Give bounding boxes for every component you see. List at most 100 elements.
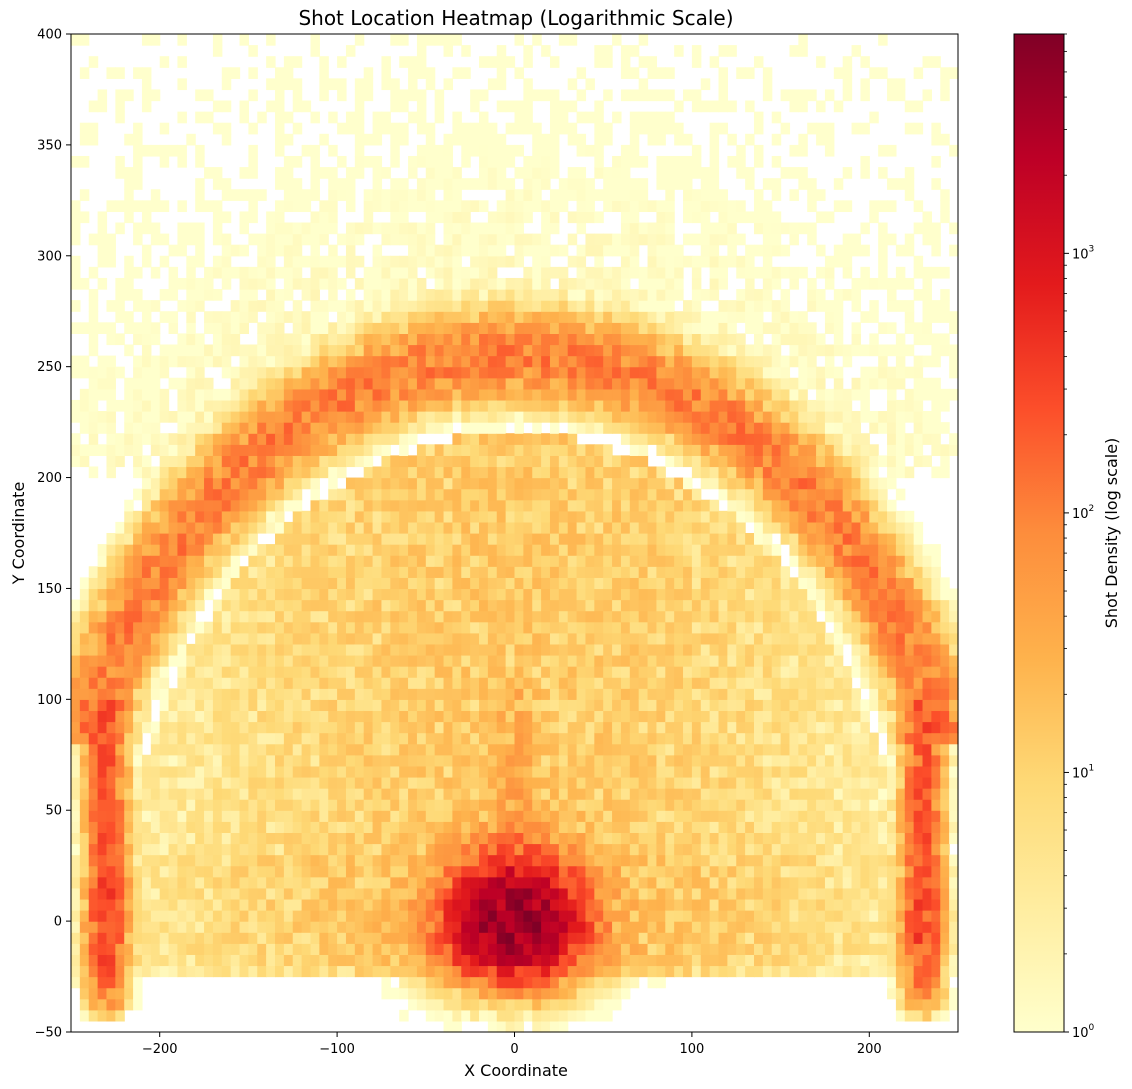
heatmap-cell [567, 544, 578, 556]
heatmap-cell [106, 433, 116, 445]
heatmap-cell [612, 865, 622, 878]
heatmap-cell [283, 289, 294, 301]
heatmap-cell [487, 832, 498, 845]
heatmap-cell [594, 832, 604, 845]
heatmap-cell [319, 887, 329, 900]
heatmap-cell [275, 898, 285, 911]
heatmap-cell [221, 788, 232, 800]
heatmap-cell [541, 710, 551, 723]
heatmap-cell [612, 300, 622, 312]
heatmap-cell [248, 366, 258, 379]
heatmap-cell [239, 865, 249, 878]
heatmap-cell [541, 266, 551, 279]
heatmap-cell [514, 921, 524, 933]
heatmap-cell [239, 355, 249, 368]
heatmap-cell [452, 1009, 462, 1022]
heatmap-cell [141, 422, 152, 434]
heatmap-cell [275, 300, 285, 312]
heatmap-cell [186, 943, 196, 955]
heatmap-cell [292, 876, 303, 889]
heatmap-cell [79, 632, 90, 645]
heatmap-cell [567, 78, 578, 91]
heatmap-cell [443, 388, 454, 401]
heatmap-cell [656, 122, 666, 135]
heatmap-cell [434, 788, 445, 800]
heatmap-cell [620, 244, 631, 257]
heatmap-cell [319, 211, 329, 224]
heatmap-cell [363, 876, 374, 889]
heatmap-cell [638, 422, 649, 434]
heatmap-cell [319, 654, 329, 667]
heatmap-cell [319, 810, 329, 822]
heatmap-cell [141, 688, 152, 700]
heatmap-cell [328, 433, 338, 445]
heatmap-cell [496, 300, 507, 312]
heatmap-cell [115, 289, 125, 301]
heatmap-cell [408, 255, 418, 268]
heatmap-cell [603, 910, 613, 922]
heatmap-cell [124, 754, 134, 767]
heatmap-cell [337, 810, 347, 822]
heatmap-cell [372, 843, 383, 856]
heatmap-cell [612, 167, 622, 179]
heatmap-cell [452, 133, 462, 146]
heatmap-cell [301, 865, 312, 878]
heatmap-cell [408, 566, 418, 578]
heatmap-cell [567, 743, 578, 756]
heatmap-cell [310, 566, 320, 578]
heatmap-cell [656, 932, 666, 944]
heatmap-cell [71, 965, 81, 978]
heatmap-cell [541, 921, 551, 933]
heatmap-cell [248, 799, 258, 811]
heatmap-cell [195, 189, 205, 201]
heatmap-cell [337, 189, 347, 201]
heatmap-cell [328, 788, 338, 800]
heatmap-cell [487, 965, 498, 978]
heatmap-cell [452, 311, 462, 323]
heatmap-cell [638, 821, 649, 833]
heatmap-cell [275, 244, 285, 257]
heatmap-cell [567, 189, 578, 201]
heatmap-cell [292, 200, 303, 213]
heatmap-cell [372, 377, 383, 390]
heatmap-cell [647, 477, 658, 490]
heatmap-cell [638, 577, 649, 590]
heatmap-cell [159, 366, 170, 379]
heatmap-cell [452, 488, 462, 501]
heatmap-cell [221, 810, 232, 822]
heatmap-cell [328, 355, 338, 368]
heatmap-cell [585, 666, 595, 678]
heatmap-cell [470, 710, 480, 723]
heatmap-cell [585, 898, 595, 911]
heatmap-cell [212, 499, 223, 512]
heatmap-cell [337, 122, 347, 135]
heatmap-cell [567, 776, 578, 789]
heatmap-cell [487, 133, 498, 146]
heatmap-cell [638, 832, 649, 845]
heatmap-cell [354, 111, 365, 124]
heatmap-cell [79, 854, 90, 867]
heatmap-cell [328, 810, 338, 822]
heatmap-cell [97, 799, 108, 811]
heatmap-cell [177, 244, 187, 257]
heatmap-cell [585, 344, 595, 357]
heatmap-cell [106, 743, 116, 756]
heatmap-cell [239, 832, 249, 845]
heatmap-cell [159, 577, 170, 590]
heatmap-cell [345, 854, 356, 867]
heatmap-cell [124, 932, 134, 944]
heatmap-cell [195, 566, 205, 578]
heatmap-cell [656, 876, 666, 889]
heatmap-cell [177, 910, 187, 922]
heatmap-cell [408, 266, 418, 279]
heatmap-cell [425, 211, 436, 224]
heatmap-cell [434, 998, 445, 1011]
heatmap-cell [133, 832, 143, 845]
heatmap-cell [505, 510, 516, 523]
heatmap-cell [275, 666, 285, 678]
heatmap-cell [425, 810, 436, 822]
heatmap-cell [647, 910, 658, 922]
heatmap-cell [505, 599, 516, 612]
heatmap-cell [452, 932, 462, 944]
heatmap-cell [541, 167, 551, 179]
